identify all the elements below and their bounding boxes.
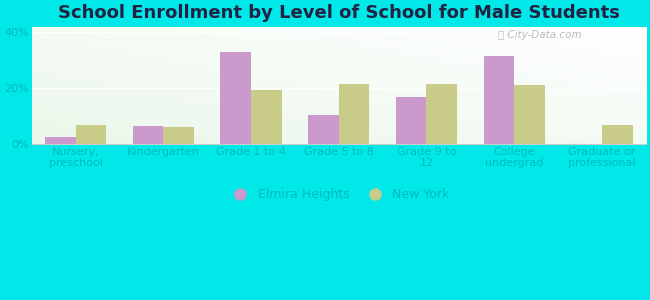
Bar xyxy=(75,124,106,144)
Legend: Elmira Heights, New York: Elmira Heights, New York xyxy=(223,183,454,206)
Bar xyxy=(484,56,514,144)
Bar xyxy=(308,115,339,144)
Bar xyxy=(396,97,426,144)
Bar xyxy=(602,124,632,144)
Title: School Enrollment by Level of School for Male Students: School Enrollment by Level of School for… xyxy=(58,4,619,22)
Text: ⓘ City-Data.com: ⓘ City-Data.com xyxy=(499,30,582,40)
Bar xyxy=(45,137,75,144)
Bar xyxy=(220,52,251,144)
Bar xyxy=(163,127,194,144)
Bar xyxy=(251,89,281,144)
Bar xyxy=(339,84,369,144)
Bar xyxy=(426,84,457,144)
Bar xyxy=(514,85,545,144)
Bar xyxy=(133,126,163,144)
